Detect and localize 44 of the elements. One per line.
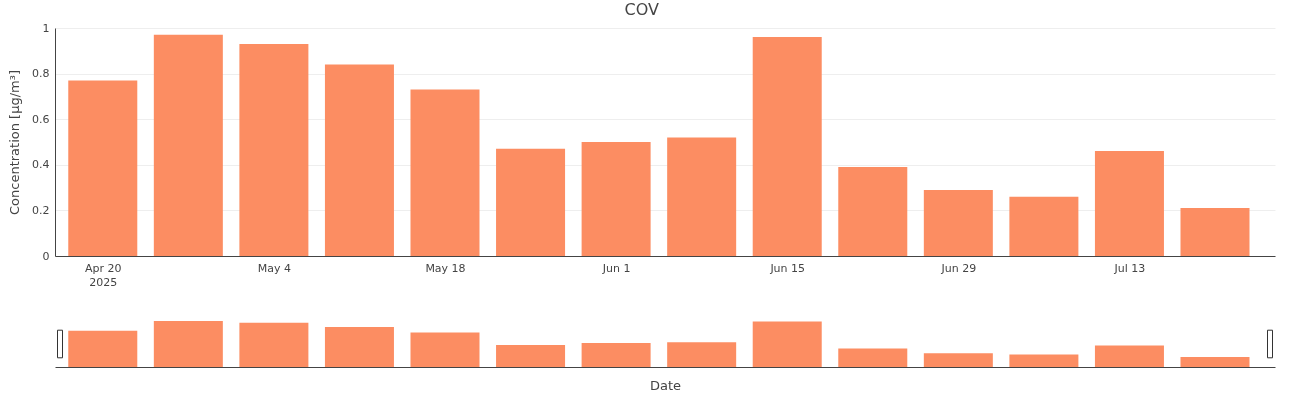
y-tick-label: 1 [42, 21, 50, 35]
bar [68, 330, 138, 367]
bar [239, 43, 309, 256]
bar [752, 37, 822, 256]
bar [923, 353, 993, 367]
bar [1094, 345, 1164, 367]
bar [496, 344, 566, 367]
x-tick-label: Apr 20 2025 [85, 261, 122, 289]
bar [581, 142, 651, 256]
x-tick-label: Jun 29 [940, 261, 977, 275]
bar [581, 343, 651, 367]
y-tick-label: 0.2 [32, 203, 50, 217]
bar [1180, 356, 1250, 367]
x-tick-label: May 18 [425, 261, 466, 275]
bar [1009, 196, 1079, 256]
x-tick-label: Jul 13 [1113, 261, 1146, 275]
bar [324, 64, 394, 256]
bar [410, 89, 480, 256]
x-tick-label: Jun 1 [601, 261, 631, 275]
bar [838, 348, 908, 367]
bar [1009, 354, 1079, 367]
bar [923, 189, 993, 256]
bar [838, 167, 908, 256]
bar [1180, 208, 1250, 256]
chart-title: COV [624, 0, 660, 19]
y-tick-label: 0.8 [32, 67, 50, 81]
y-axis-title: Concentration [µg/m³] [7, 69, 23, 216]
x-tick-label: Jun 15 [769, 261, 806, 275]
bar [667, 342, 737, 367]
x-tick-label: May 4 [257, 261, 292, 275]
bar [153, 34, 223, 256]
bar [68, 80, 138, 256]
bar [324, 326, 394, 367]
x-axis-title: Date [649, 377, 682, 393]
bar [752, 321, 822, 367]
y-tick-label: 0.4 [32, 158, 50, 172]
y-tick-label: 0.6 [32, 112, 50, 126]
bar [1094, 151, 1164, 256]
bar [667, 137, 737, 256]
y-tick-label: 0 [42, 249, 50, 263]
bar [153, 321, 223, 367]
bar [496, 148, 566, 256]
bar [239, 322, 309, 367]
bar [410, 332, 480, 367]
